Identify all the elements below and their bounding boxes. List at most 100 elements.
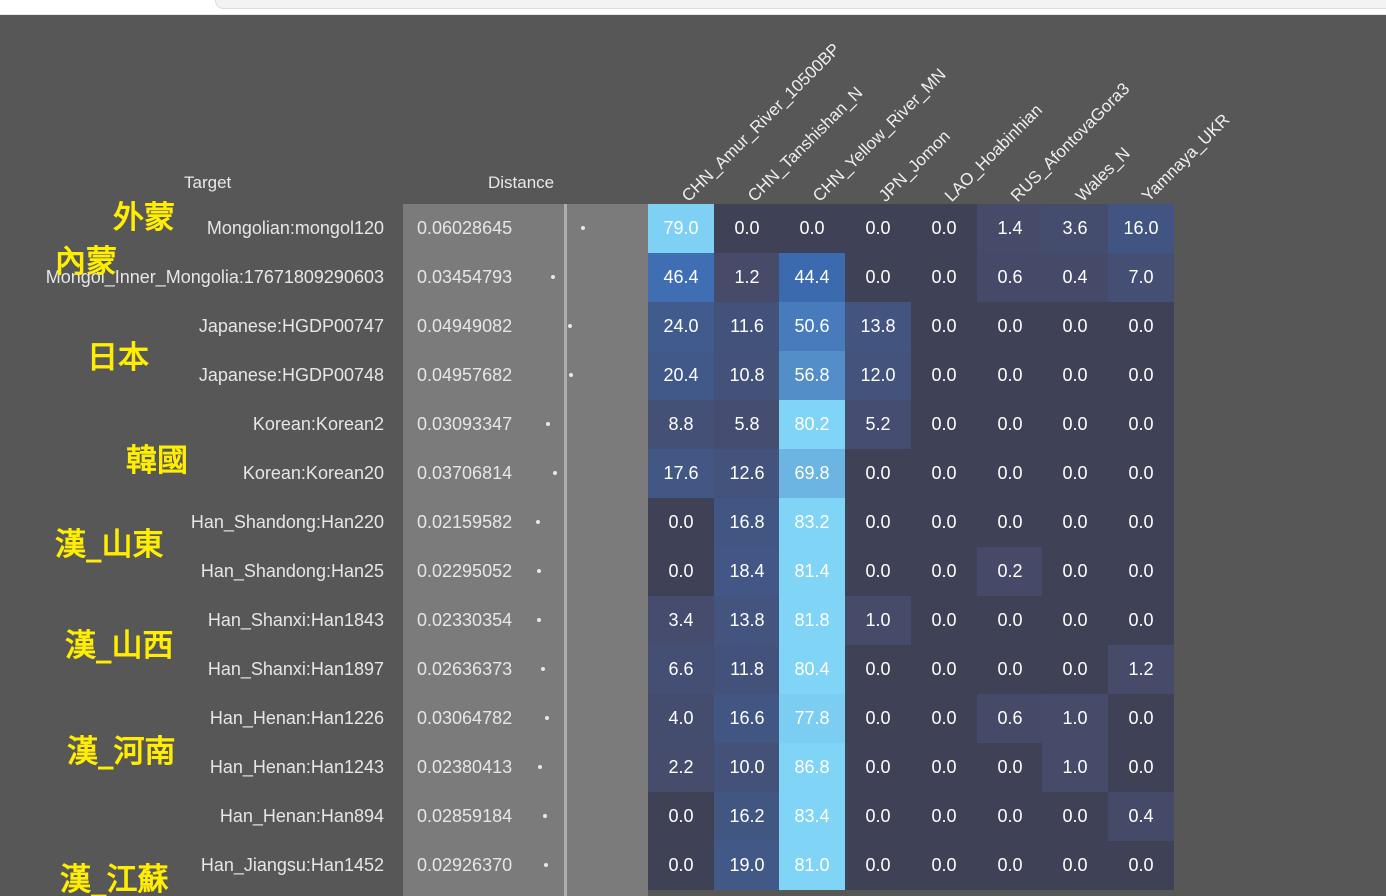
heatmap-cell: 83.2	[779, 498, 845, 547]
row-distance-value: 0.02636373	[417, 659, 513, 679]
heatmap-cell: 0.0	[845, 547, 911, 596]
heatmap-cell: 0.0	[648, 841, 714, 890]
heatmap-cell: 6.6	[648, 645, 714, 694]
row-distance-value: 0.02159582	[417, 512, 513, 532]
heatmap-cell: 0.0	[977, 400, 1043, 449]
heatmap-cell: 1.0	[1042, 743, 1108, 792]
heatmap-cell: 0.0	[911, 645, 977, 694]
heatmap-cell: 0.0	[1108, 449, 1174, 498]
heatmap-cell: 56.8	[779, 351, 845, 400]
heatmap-cell: 0.0	[714, 204, 780, 253]
heatmap-cell: 3.6	[1042, 204, 1108, 253]
heatmap-cell: 0.0	[977, 792, 1043, 841]
heatmap-cell: 0.0	[977, 743, 1043, 792]
heatmap-cell: 0.0	[1042, 596, 1108, 645]
heatmap-cell: 0.0	[977, 596, 1043, 645]
heatmap-cell: 0.0	[1108, 400, 1174, 449]
row-target-label: Mongol_Inner_Mongolia:17671809290603	[45, 267, 384, 287]
distance-marker	[544, 863, 548, 867]
heatmap-cell: 0.4	[1108, 792, 1174, 841]
heatmap-cell: 0.0	[845, 449, 911, 498]
heatmap-cell: 0.0	[911, 792, 977, 841]
distance-separator	[564, 204, 567, 896]
distance-marker	[546, 422, 550, 426]
heatmap-cell: 0.0	[911, 743, 977, 792]
browser-top-bar	[0, 0, 1386, 15]
row-distance-value: 0.04949082	[417, 316, 513, 336]
heatmap-cell: 18.4	[714, 547, 780, 596]
heatmap-cell: 13.8	[714, 596, 780, 645]
target-header: Target	[184, 173, 232, 192]
row-target-label: Han_Henan:Han1226	[209, 708, 384, 728]
heatmap-cell: 0.0	[1108, 302, 1174, 351]
heatmap-cell: 0.0	[911, 547, 977, 596]
heatmap-cell: 0.0	[1042, 302, 1108, 351]
heatmap-cell: 86.8	[779, 743, 845, 792]
distance-marker	[568, 324, 572, 328]
heatmap-cell: 0.0	[977, 645, 1043, 694]
heatmap-cell: 0.0	[845, 694, 911, 743]
distance-band	[403, 204, 648, 896]
heatmap-cell: 12.6	[714, 449, 780, 498]
heatmap-cell: 83.4	[779, 792, 845, 841]
distance-marker	[569, 373, 573, 377]
column-header: Yamnaya_UKR	[1137, 110, 1234, 206]
row-distance-value: 0.06028645	[417, 218, 513, 238]
row-distance-value: 0.02926370	[417, 855, 513, 875]
row-distance-value: 0.02330354	[417, 610, 513, 630]
heatmap-cell: 1.4	[977, 204, 1043, 253]
heatmap-cell: 10.8	[714, 351, 780, 400]
heatmap-cell: 24.0	[648, 302, 714, 351]
row-target-label: Han_Henan:Han894	[219, 806, 384, 826]
column-header: Wales_N	[1072, 143, 1134, 206]
row-target-label: Korean:Korean20	[242, 463, 384, 483]
heatmap-cell: 0.0	[1108, 743, 1174, 792]
group-annotation: 韓國	[126, 443, 188, 479]
group-annotation: 漢_江蘇	[60, 862, 169, 896]
row-target-label: Japanese:HGDP00747	[198, 316, 384, 336]
row-distance-value: 0.02859184	[417, 806, 513, 826]
distance-marker	[551, 275, 555, 279]
heatmap-cell: 0.0	[845, 743, 911, 792]
heatmap-cell: 4.0	[648, 694, 714, 743]
heatmap-cell: 0.0	[911, 351, 977, 400]
heatmap-cell: 44.4	[779, 253, 845, 302]
heatmap-cell: 0.0	[911, 694, 977, 743]
heatmap-cell: 0.0	[779, 204, 845, 253]
address-bar[interactable]	[215, 0, 1386, 9]
row-target-label: Korean:Korean2	[252, 414, 384, 434]
row-target-label: Han_Shandong:Han25	[200, 561, 384, 581]
group-annotation: 日本	[87, 340, 149, 376]
group-annotation: 漢_山西	[65, 628, 174, 664]
row-target-label: Han_Shanxi:Han1843	[207, 610, 384, 630]
heatmap-cell: 0.0	[1108, 694, 1174, 743]
row-target-label: Han_Henan:Han1243	[209, 757, 384, 777]
distance-marker	[553, 471, 557, 475]
heatmap-cell: 10.0	[714, 743, 780, 792]
row-target-label: Japanese:HGDP00748	[198, 365, 384, 385]
heatmap-cell: 0.0	[977, 841, 1043, 890]
heatmap-cell: 0.0	[911, 400, 977, 449]
heatmap-cell: 1.2	[1108, 645, 1174, 694]
row-distance-value: 0.03093347	[417, 414, 513, 434]
heatmap-cell: 11.8	[714, 645, 780, 694]
row-distance-value: 0.03064782	[417, 708, 513, 728]
heatmap-cell: 0.0	[911, 498, 977, 547]
heatmap-cell: 0.0	[1042, 351, 1108, 400]
row-distance-value: 0.03706814	[417, 463, 513, 483]
heatmap-cell: 0.0	[911, 204, 977, 253]
heatmap-cell: 0.0	[1042, 792, 1108, 841]
heatmap-cell: 0.0	[911, 596, 977, 645]
heatmap-cell: 0.0	[1042, 498, 1108, 547]
heatmap-cell: 0.0	[1108, 841, 1174, 890]
heatmap-cell: 81.4	[779, 547, 845, 596]
heatmap-cell: 0.0	[977, 498, 1043, 547]
heatmap-cell: 81.0	[779, 841, 845, 890]
distance-marker	[537, 618, 541, 622]
heatmap-cell: 0.0	[977, 351, 1043, 400]
heatmap-cell: 13.8	[845, 302, 911, 351]
row-target-label: Han_Jiangsu:Han1452	[200, 855, 384, 875]
heatmap-cell: 0.4	[1042, 253, 1108, 302]
group-annotation: 外蒙	[113, 200, 175, 236]
